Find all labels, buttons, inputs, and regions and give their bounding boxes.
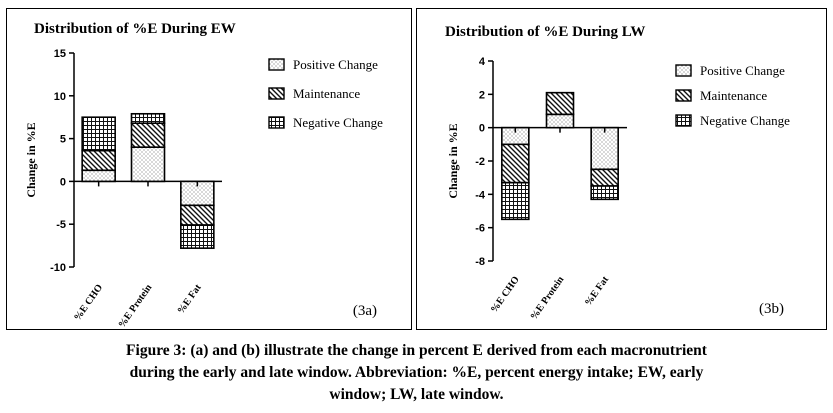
panel-tag: (3a) [353,303,377,319]
bar-pcte-cho-positive-change [81,169,116,183]
y-tick-label: -6 [475,223,485,235]
bar-pcte-protein-maintenance [545,91,575,116]
bar-pcte-protein-positive-change [545,113,575,129]
x-tick-label-pcte-cho: %E CHO [489,274,522,315]
chart-panel-ew: Distribution of %E During EW Change in %E… [6,8,412,330]
caption-line-3: window; LW, late window. [329,386,504,403]
bar-pcte-cho-maintenance [501,143,530,184]
x-tick-label-pcte-protein: %E Protein [116,282,154,330]
bar-pcte-fat-negative-change [180,224,215,249]
bar-pcte-fat-maintenance [180,204,215,226]
y-tick-label: -10 [50,262,66,274]
y-tick-label: 2 [479,89,485,101]
legend-swatch-maintenance [675,89,692,102]
chart-panel-lw: Distribution of %E During LW Change in %E… [416,8,827,330]
panel-tag: (3b) [759,301,784,317]
y-tick-label: 0 [60,176,66,188]
legend-label-maintenance: Maintenance [700,88,767,103]
legend-label-positive-change: Positive Change [293,57,378,72]
y-axis-title: Change in %E [24,122,38,197]
bar-pcte-fat-negative-change [590,185,619,201]
bar-pcte-fat-positive-change [590,126,619,171]
y-tick-label: -2 [475,156,485,168]
chart-ew: Distribution of %E During EW Change in %E… [24,21,383,330]
x-tick-label-pcte-protein: %E Protein [528,274,566,322]
x-tick-label-pcte-cho: %E CHO [72,282,105,323]
chart-title: Distribution of %E During EW [34,21,236,37]
chart-lw: Distribution of %E During LW Change in %E… [445,24,790,322]
y-tick-label: 5 [60,134,66,146]
bar-pcte-cho-maintenance [81,149,116,172]
caption-line-2: during the early and late window. Abbrev… [129,364,704,381]
figure-caption: Figure 3: (a) and (b) illustrate the cha… [0,340,833,406]
y-tick-label: -4 [475,189,486,201]
legend-swatch-maintenance [268,87,285,100]
caption-line-1: Figure 3: (a) and (b) illustrate the cha… [126,342,707,359]
y-tick-label: -8 [475,256,485,268]
y-tick-label: 4 [479,56,486,68]
bar-pcte-fat-maintenance [590,168,619,187]
legend-swatch-negative-change [675,114,692,127]
bar-pcte-protein-maintenance [130,122,166,148]
bar-pcte-protein-negative-change [130,112,166,124]
legend-label-maintenance: Maintenance [293,86,360,101]
legend-swatch-positive-change [268,58,285,71]
y-tick-label: 0 [479,123,485,135]
bar-pcte-cho-negative-change [501,181,530,221]
bar-pcte-cho-negative-change [81,116,116,152]
y-tick-label: -5 [56,219,66,231]
legend-swatch-negative-change [268,116,285,129]
x-tick-label-pcte-fat: %E Fat [176,282,205,316]
y-tick-label: 10 [54,91,66,103]
legend-label-positive-change: Positive Change [700,63,785,78]
legend-label-negative-change: Negative Change [700,113,790,128]
legend-label-negative-change: Negative Change [293,115,383,130]
y-axis-title: Change in %E [446,123,460,198]
bar-pcte-protein-positive-change [130,146,166,183]
legend-swatch-positive-change [675,64,692,77]
x-tick-label-pcte-fat: %E Fat [583,274,612,308]
y-tick-label: 15 [54,48,66,60]
chart-title: Distribution of %E During LW [445,24,645,40]
